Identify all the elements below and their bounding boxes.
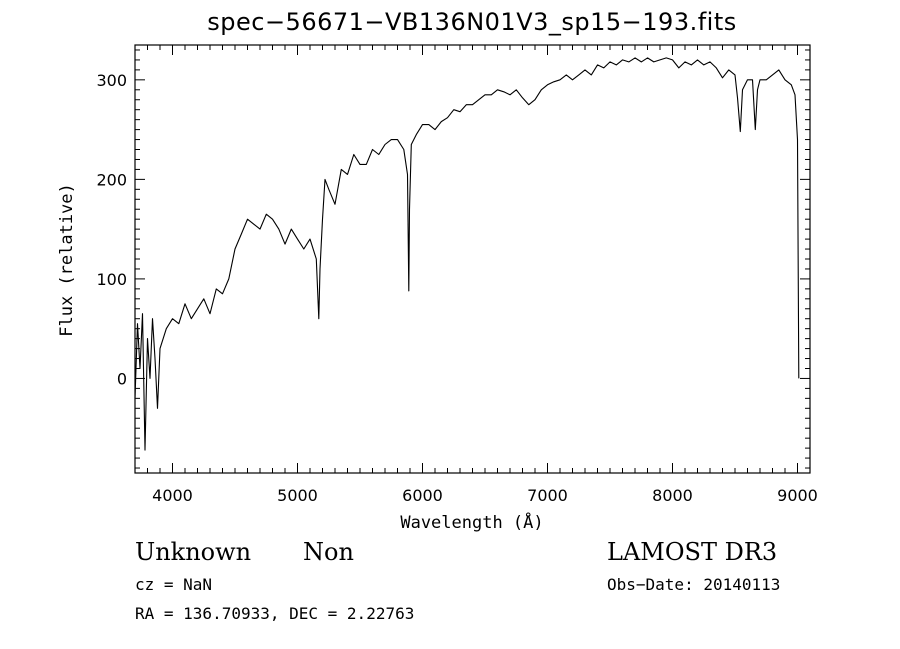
x-tick-label: 9000	[777, 486, 818, 505]
obs-date-text: Obs−Date: 20140113	[607, 575, 781, 594]
y-tick-label: 300	[96, 71, 127, 90]
spectrum-layer	[134, 57, 800, 451]
x-tick-label: 8000	[652, 486, 693, 505]
class-label: Unknown	[135, 538, 252, 566]
x-tick-label: 5000	[277, 486, 318, 505]
subclass-label: Non	[303, 538, 354, 566]
x-tick-label: 7000	[527, 486, 568, 505]
y-tick-label: 100	[96, 270, 127, 289]
spectrum-series-line	[134, 57, 800, 451]
y-axis: 0 100 200 300	[96, 49, 810, 469]
x-tick-label: 4000	[152, 486, 193, 505]
cz-text: cz = NaN	[135, 575, 213, 594]
plot-frame	[134, 44, 811, 474]
survey-label: LAMOST DR3	[607, 538, 778, 566]
chart-title: spec−56671−VB136N01V3_sp15−193.fits	[207, 8, 737, 36]
radec-text: RA = 136.70933, DEC = 2.22763	[135, 604, 415, 623]
y-axis-label: Flux (relative)	[57, 183, 77, 337]
y-tick-label: 0	[117, 369, 127, 388]
y-tick-label: 200	[96, 170, 127, 189]
x-tick-label: 6000	[402, 486, 443, 505]
x-axis: 4000 5000 6000 7000 8000 9000	[147, 45, 818, 505]
x-axis-label: Wavelength (Å)	[400, 511, 543, 533]
